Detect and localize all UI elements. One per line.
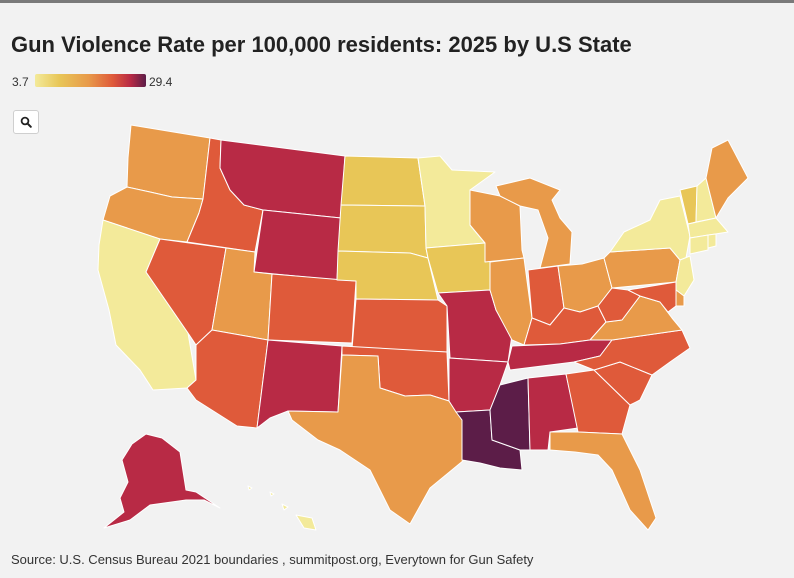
- state-ND[interactable]: North Dakota: [340, 155, 426, 207]
- state-AK[interactable]: Alaska: [103, 433, 221, 529]
- source-note: Source: U.S. Census Bureau 2021 boundari…: [11, 552, 534, 567]
- state-IL[interactable]: Illinois: [489, 257, 533, 346]
- state-WA[interactable]: Washington: [126, 124, 211, 200]
- state-PA[interactable]: Pennsylvania: [603, 247, 681, 289]
- state-TX[interactable]: Texas: [287, 354, 465, 525]
- state-GA[interactable]: Georgia: [565, 369, 631, 435]
- state-SD[interactable]: South Dakota: [337, 204, 429, 259]
- state-CT[interactable]: Connecticut: [689, 234, 709, 255]
- state-FL[interactable]: Florida: [549, 431, 657, 531]
- top-border: [0, 0, 794, 3]
- state-NY[interactable]: New York: [609, 195, 691, 261]
- state-KS[interactable]: Kansas: [351, 298, 448, 353]
- zoom-button[interactable]: [13, 110, 39, 134]
- state-WY[interactable]: Wyoming: [253, 209, 342, 281]
- state-RI[interactable]: Rhode Island: [707, 233, 717, 249]
- search-icon: [20, 116, 32, 128]
- legend-max-label: 29.4: [149, 75, 173, 89]
- page-title: Gun Violence Rate per 100,000 residents:…: [11, 32, 632, 57]
- state-MA[interactable]: Massachusetts: [687, 217, 729, 239]
- legend-min-label: 3.7: [12, 75, 29, 89]
- state-MD[interactable]: Maryland: [627, 281, 677, 313]
- state-IA[interactable]: Iowa: [425, 242, 495, 294]
- legend-gradient-bar: [35, 74, 146, 87]
- state-MI[interactable]: Michigan: [495, 177, 573, 269]
- state-AZ[interactable]: Arizona: [186, 329, 269, 429]
- state-CO[interactable]: Colorado: [267, 273, 357, 344]
- state-NC[interactable]: North Carolina: [573, 329, 691, 376]
- state-HI[interactable]: Hawaii: [247, 485, 317, 531]
